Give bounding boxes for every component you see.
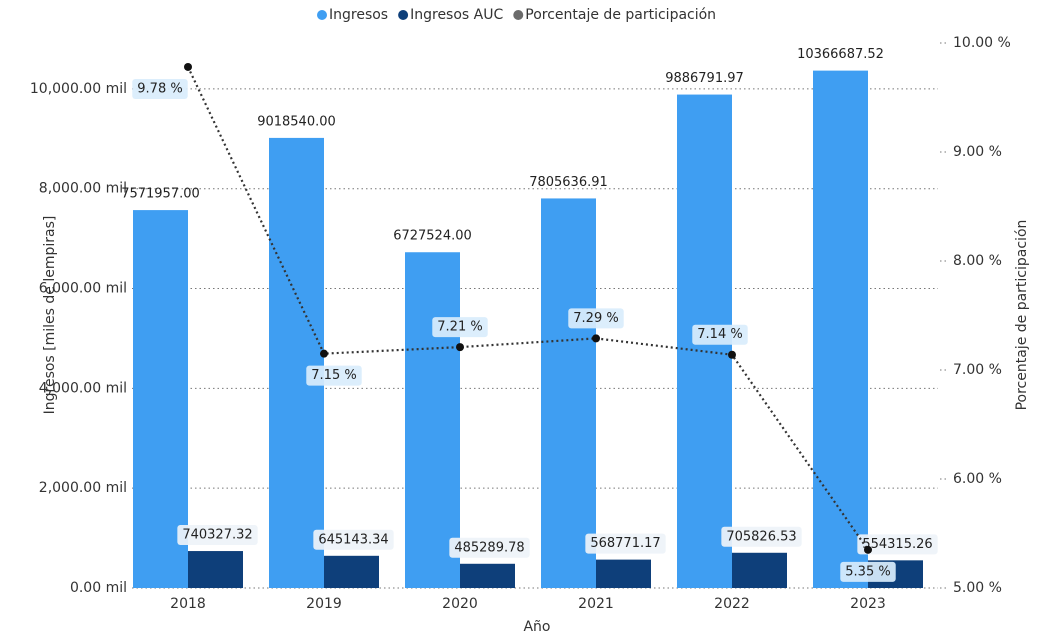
y-tick-label: 6,000.00 mil bbox=[39, 281, 127, 297]
data-label-box bbox=[306, 365, 362, 386]
data-label: 9018540.00 bbox=[257, 114, 336, 129]
line-point bbox=[728, 350, 736, 359]
line-point bbox=[864, 545, 872, 554]
x-tick-label: 2021 bbox=[578, 596, 614, 612]
data-label: 7571957.00 bbox=[121, 187, 200, 202]
data-label: 7.21 % bbox=[437, 320, 482, 335]
data-label: 7.29 % bbox=[573, 311, 618, 326]
bar bbox=[813, 70, 868, 589]
line-point bbox=[320, 349, 328, 358]
bar bbox=[596, 559, 651, 588]
y2-tick-label: 9.00 % bbox=[953, 144, 1002, 160]
data-label: 7.14 % bbox=[697, 327, 742, 342]
data-label: 7.15 % bbox=[311, 368, 356, 383]
y-tick-label: 8,000.00 mil bbox=[39, 181, 127, 197]
data-label: 9.78 % bbox=[137, 81, 182, 96]
legend-label: Porcentaje de participación bbox=[525, 7, 716, 23]
data-label-box bbox=[432, 317, 488, 338]
x-tick-label: 2020 bbox=[442, 596, 478, 612]
line-point bbox=[456, 343, 464, 352]
bar bbox=[324, 555, 379, 588]
y2-axis-title: Porcentaje de participación bbox=[1014, 220, 1030, 411]
data-label-box bbox=[585, 533, 666, 554]
bar bbox=[460, 563, 515, 588]
data-label-box bbox=[840, 561, 896, 582]
data-label: 485289.78 bbox=[454, 540, 524, 555]
data-label-box bbox=[177, 525, 258, 546]
y-axis-title: Ingresos [miles de lempiras] bbox=[42, 216, 58, 415]
data-label: 9886791.97 bbox=[665, 71, 744, 86]
x-axis-title: Año bbox=[523, 619, 550, 635]
bar bbox=[133, 210, 188, 588]
data-label: 705826.53 bbox=[726, 529, 796, 544]
y2-tick-label: 6.00 % bbox=[953, 471, 1002, 487]
bar bbox=[732, 552, 787, 588]
data-label-box bbox=[132, 78, 188, 99]
data-label: 645143.34 bbox=[318, 532, 388, 547]
x-tick-label: 2018 bbox=[170, 596, 206, 612]
y2-tick-label: 8.00 % bbox=[953, 253, 1002, 269]
y2-tick-label: 7.00 % bbox=[953, 362, 1002, 378]
legend-label: Ingresos bbox=[329, 7, 388, 23]
data-label-box bbox=[857, 534, 938, 555]
bar bbox=[541, 198, 596, 588]
data-label: 5.35 % bbox=[845, 564, 890, 579]
data-label-box bbox=[568, 308, 624, 329]
data-label: 6727524.00 bbox=[393, 229, 472, 244]
legend-marker bbox=[398, 10, 409, 20]
line-point bbox=[592, 334, 600, 343]
y-tick-label: 4,000.00 mil bbox=[39, 380, 127, 396]
bar bbox=[405, 252, 460, 588]
legend-marker bbox=[317, 10, 327, 20]
legend-label: Ingresos AUC bbox=[410, 7, 503, 23]
y-tick-label: 2,000.00 mil bbox=[39, 480, 127, 496]
y2-tick-label: 10.00 % bbox=[953, 35, 1011, 51]
x-tick-label: 2023 bbox=[850, 596, 886, 612]
y-tick-label: 0.00 mil bbox=[70, 580, 127, 596]
data-label-box bbox=[692, 324, 748, 345]
bar bbox=[188, 551, 243, 588]
data-label: 568771.17 bbox=[590, 536, 660, 551]
x-tick-label: 2022 bbox=[714, 596, 750, 612]
y2-tick-label: 5.00 % bbox=[953, 580, 1002, 596]
line-point bbox=[184, 62, 192, 71]
data-label: 740327.32 bbox=[182, 528, 252, 543]
line bbox=[187, 66, 869, 551]
data-label-box bbox=[721, 526, 802, 547]
y-tick-label: 10,000.00 mil bbox=[30, 81, 127, 97]
bar bbox=[269, 137, 324, 589]
data-label: 7805636.91 bbox=[529, 175, 608, 190]
data-label: 554315.26 bbox=[862, 537, 932, 552]
data-label: 10366687.52 bbox=[797, 47, 884, 62]
data-label-box bbox=[313, 529, 394, 550]
legend-marker bbox=[513, 10, 524, 20]
x-tick-label: 2019 bbox=[306, 596, 342, 612]
data-label-box bbox=[449, 537, 530, 558]
